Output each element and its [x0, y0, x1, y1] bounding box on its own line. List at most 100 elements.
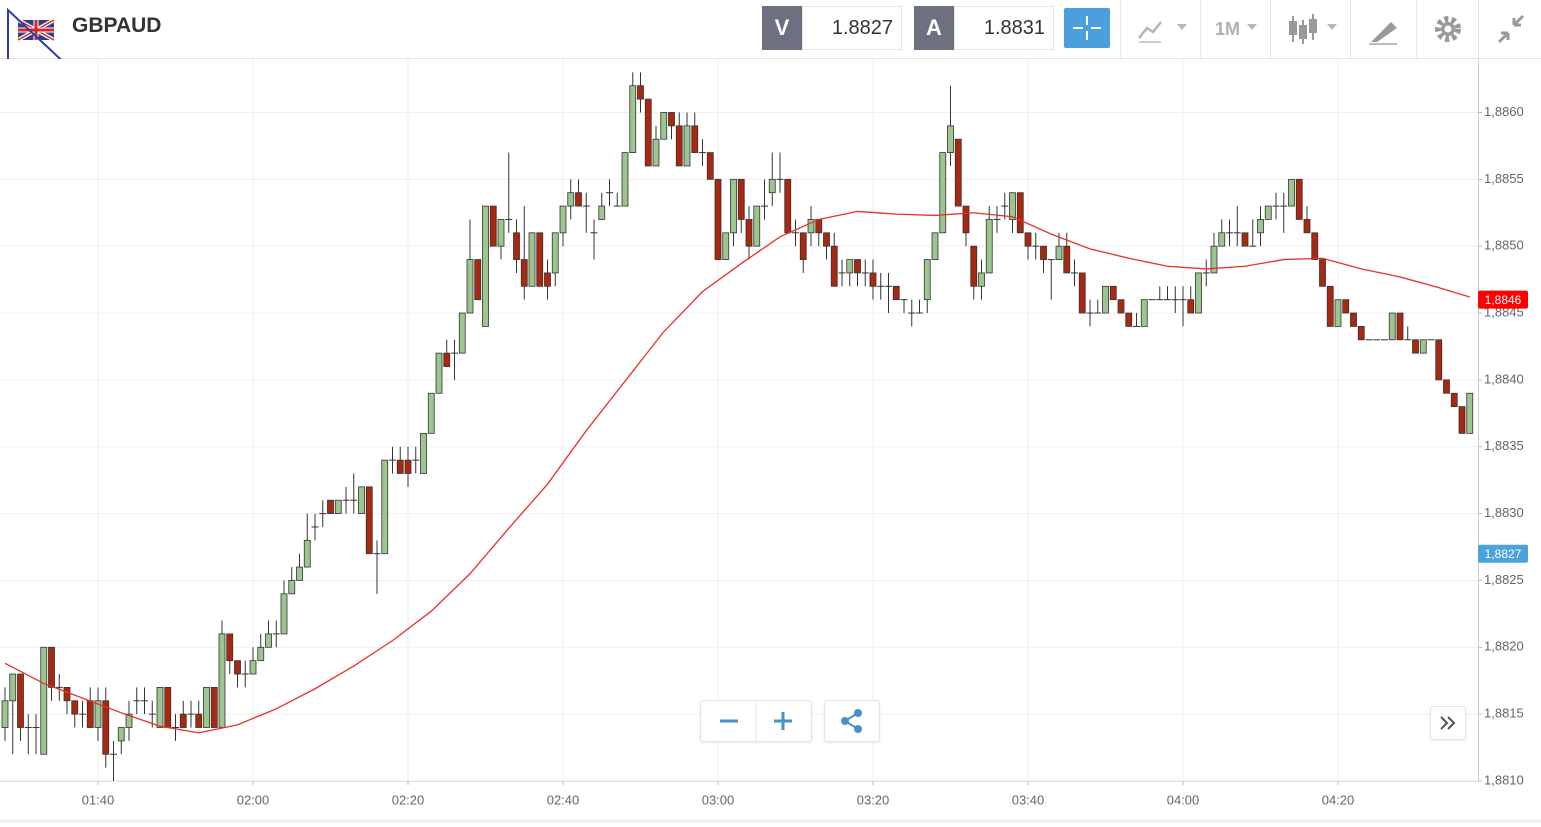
candle-body	[1187, 299, 1195, 314]
candle-body	[164, 687, 172, 728]
candle-body	[280, 593, 288, 635]
candles	[1, 72, 1474, 781]
share-icon	[841, 709, 862, 733]
candle-body	[265, 633, 272, 648]
candle-body	[365, 486, 373, 555]
candle-body	[420, 432, 427, 474]
scroll-end-button[interactable]	[1430, 706, 1466, 740]
candle-body	[869, 272, 877, 287]
candle-body	[71, 700, 79, 715]
candle-body	[737, 178, 745, 220]
candle-body	[1443, 379, 1450, 394]
candle-body	[1102, 285, 1109, 314]
ask-value: 1.8831	[983, 17, 1045, 39]
candle-body	[1, 700, 9, 728]
draw-icon	[1369, 22, 1397, 45]
candle-body	[234, 660, 241, 675]
candle-body	[1257, 219, 1264, 234]
candle-body	[923, 259, 931, 301]
candle-body	[404, 459, 412, 474]
candle-body	[1295, 178, 1303, 220]
candle-body	[17, 673, 24, 728]
ask-label: A	[914, 6, 954, 50]
x-tick-label: 03:20	[857, 792, 890, 807]
zoom-buttons	[700, 700, 812, 742]
candle-body	[1109, 285, 1117, 301]
candle-body	[226, 633, 234, 662]
zoom-in[interactable]	[774, 712, 792, 730]
chart-style-button[interactable]	[1120, 0, 1201, 58]
crosshair-button[interactable]	[1064, 8, 1110, 48]
candle-body	[1241, 232, 1249, 247]
candle-body	[9, 673, 17, 702]
candle-body	[954, 138, 962, 207]
candle-type-button[interactable]	[1270, 0, 1351, 58]
candle-body	[443, 352, 451, 367]
collapse-button[interactable]	[1478, 0, 1541, 58]
candle-body	[714, 178, 722, 260]
candle-body	[978, 272, 985, 287]
y-tick-label: 1,8840	[1484, 371, 1524, 386]
candle-body	[637, 85, 644, 100]
timeframe-button[interactable]: 1M	[1200, 0, 1271, 58]
price-tag-label: 1,8846	[1485, 293, 1522, 307]
candle-body	[210, 687, 218, 728]
candle-body	[458, 312, 466, 354]
chart: 1,8810 1,8815 1,8820 1,8825 1,8830 1,8835 1,88…	[0, 59, 1541, 823]
y-tick-label: 1,8855	[1484, 171, 1524, 186]
y-tick-label: 1,8850	[1484, 238, 1524, 253]
candle-body	[1435, 339, 1443, 381]
candle-body	[1419, 339, 1427, 354]
candle-body	[947, 125, 954, 153]
candle-body	[598, 205, 606, 220]
candle-body	[575, 192, 582, 207]
candle-body	[520, 259, 528, 287]
candle-body	[1450, 392, 1458, 408]
candle-body	[675, 125, 683, 167]
candle-body	[1016, 192, 1024, 234]
candle-body	[753, 205, 761, 247]
candle-body	[1396, 312, 1404, 341]
candle-body	[203, 687, 210, 728]
x-tick-label: 01:40	[82, 792, 115, 807]
candle-body	[381, 459, 389, 555]
candle-body	[1466, 392, 1474, 434]
price-tag-label: 1,8827	[1485, 547, 1522, 561]
candle-body	[1412, 339, 1419, 354]
bid-price[interactable]: 1.8827	[802, 6, 902, 50]
draw-button[interactable]	[1350, 0, 1417, 58]
ask-price[interactable]: 1.8831	[954, 6, 1054, 50]
toolbar: GBPAUD V 1.8827 A 1.8831 1M	[0, 0, 1541, 71]
candle-body	[629, 85, 637, 153]
candle-body	[799, 232, 807, 260]
candle-body	[807, 219, 815, 234]
bid-value: 1.8827	[831, 17, 893, 39]
share-button[interactable]	[824, 700, 880, 742]
candle-body	[1388, 312, 1396, 341]
candle-body	[156, 687, 164, 728]
candle-body	[327, 499, 334, 514]
x-tick-label: 04:00	[1167, 792, 1200, 807]
candle-body	[1210, 245, 1218, 274]
y-tick-label: 1,8860	[1484, 104, 1524, 119]
price-tag	[1478, 544, 1528, 563]
candle-body	[1288, 178, 1295, 207]
candle-body	[985, 219, 993, 274]
candle-body	[567, 192, 575, 207]
candle-body	[358, 486, 365, 514]
candle-body	[1117, 299, 1125, 314]
candle-body	[970, 245, 978, 287]
settings-button[interactable]	[1416, 0, 1479, 58]
candle-body	[1334, 299, 1342, 327]
candle-body	[706, 152, 714, 180]
candle-body	[482, 205, 489, 327]
candle-body	[784, 178, 792, 234]
candle-body	[1140, 299, 1148, 327]
timeframe-caret	[1247, 24, 1257, 30]
candle-body	[691, 125, 699, 153]
candle-body	[48, 646, 55, 688]
candle-body	[1458, 406, 1466, 434]
candle-body	[823, 232, 830, 247]
candle-body	[94, 700, 102, 728]
